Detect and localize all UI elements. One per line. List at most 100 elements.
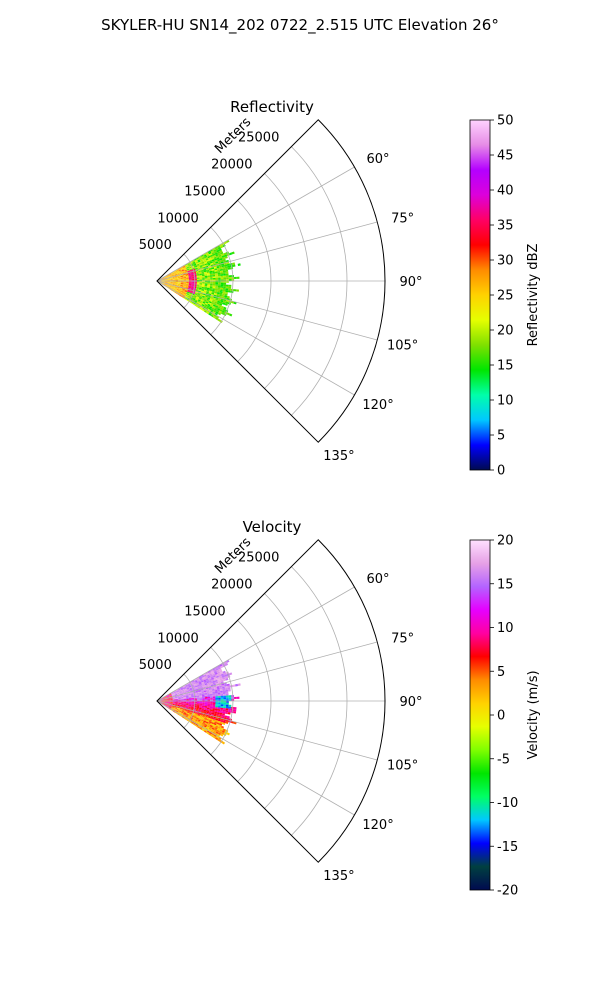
echo-cell: [200, 260, 204, 263]
echo-cell: [162, 279, 165, 281]
echo-cell: [196, 721, 200, 724]
azimuth-tick-label: 135°: [323, 869, 354, 884]
echo-cell: [177, 287, 180, 289]
echo-cell: [196, 284, 200, 286]
echo-cell: [217, 300, 221, 304]
echo-cell: [187, 710, 191, 712]
echo-cell: [166, 695, 170, 697]
echo-cell: [170, 277, 173, 279]
echo-cell: [214, 691, 218, 694]
echo-cell: [217, 312, 221, 316]
echo-cell: [207, 263, 211, 266]
echo-cell: [182, 265, 186, 268]
echo-cell: [172, 278, 176, 279]
echo-cell: [227, 689, 231, 692]
echo-cell: [210, 282, 213, 284]
echo-cell: [183, 698, 187, 700]
echo-cell: [186, 713, 189, 716]
echo-cell: [185, 274, 189, 276]
echo-cell: [194, 724, 198, 728]
echo-cell: [196, 696, 200, 698]
echo-cell: [226, 732, 230, 736]
echo-cell: [187, 264, 191, 267]
echo-cell: [164, 699, 168, 700]
echo-cell: [185, 294, 189, 297]
echo-cell: [201, 272, 205, 274]
echo-cell: [183, 717, 187, 720]
echo-cell: [167, 282, 171, 284]
echo-cell: [202, 301, 206, 304]
echo-cell: [210, 303, 214, 306]
echo-cell: [203, 680, 207, 683]
echo-cell: [196, 703, 200, 705]
echo-cell: [180, 282, 184, 284]
echo-cell: [161, 283, 165, 285]
echo-cell: [223, 672, 227, 676]
echo-cell: [187, 683, 191, 686]
echo-cell: [217, 678, 221, 682]
echo-cell: [204, 698, 208, 700]
echo-cell: [204, 675, 208, 679]
echo-cell: [204, 694, 208, 696]
echo-cell: [198, 271, 202, 274]
echo-cell: [213, 722, 217, 726]
radial-tick-label: 25000: [238, 131, 279, 146]
echo-cell: [225, 290, 229, 293]
echo-cell: [226, 659, 230, 663]
echo-cell: [212, 247, 216, 251]
echo-cell: [209, 680, 213, 683]
radial-tick-label: 15000: [184, 184, 225, 199]
echo-cell: [178, 711, 182, 714]
echo-cell: [222, 686, 226, 689]
echo-cell: [177, 695, 181, 697]
echo-cell: [169, 275, 173, 277]
echo-cell: [195, 289, 199, 291]
echo-cell: [199, 722, 203, 726]
echo-cell: [214, 258, 218, 261]
echo-cell: [200, 305, 204, 308]
echo-cell: [193, 721, 197, 724]
colorbar-tick-label: 5: [497, 665, 505, 680]
echo-cell: [222, 690, 226, 693]
echo-cell: [203, 689, 207, 692]
echo-cell: [190, 707, 194, 709]
echo-cell: [196, 286, 200, 288]
echo-cell: [215, 731, 219, 735]
echo-cell: [167, 702, 171, 704]
echo-cell: [218, 304, 222, 308]
echo-cell: [194, 712, 198, 715]
echo-cell: [188, 705, 192, 707]
echo-cell: [169, 703, 173, 705]
azimuth-tick-label: 135°: [323, 449, 354, 464]
echo-cell: [214, 719, 218, 723]
echo-cell: [195, 303, 199, 307]
echo-cell: [198, 303, 202, 307]
echo-cell: [175, 290, 179, 292]
echo-cell: [187, 290, 191, 292]
echo-cell: [175, 699, 179, 701]
echo-cell: [225, 677, 229, 681]
echo-cell: [191, 698, 195, 700]
echo-cell: [180, 285, 184, 288]
echo-cell: [228, 277, 232, 280]
echo-cell: [206, 311, 210, 315]
echo-cell: [164, 282, 168, 284]
echo-cell: [164, 276, 167, 278]
echo-cell: [184, 271, 188, 273]
echo-cell: [220, 727, 224, 731]
echo-cell: [187, 270, 191, 272]
echo-cell: [224, 254, 228, 258]
echo-cell: [201, 691, 205, 693]
echo-cell: [209, 730, 214, 733]
echo-cell: [178, 699, 181, 701]
echo-cell: [207, 698, 211, 700]
echo-cell: [215, 303, 220, 307]
echo-cell: [164, 284, 167, 286]
echo-cell: [191, 278, 195, 280]
echo-cell: [206, 254, 210, 257]
echo-cell: [212, 708, 216, 711]
echo-cell: [161, 702, 165, 705]
echo-cell: [233, 289, 237, 292]
echo-cell: [176, 691, 180, 693]
echo-cell: [189, 292, 193, 295]
